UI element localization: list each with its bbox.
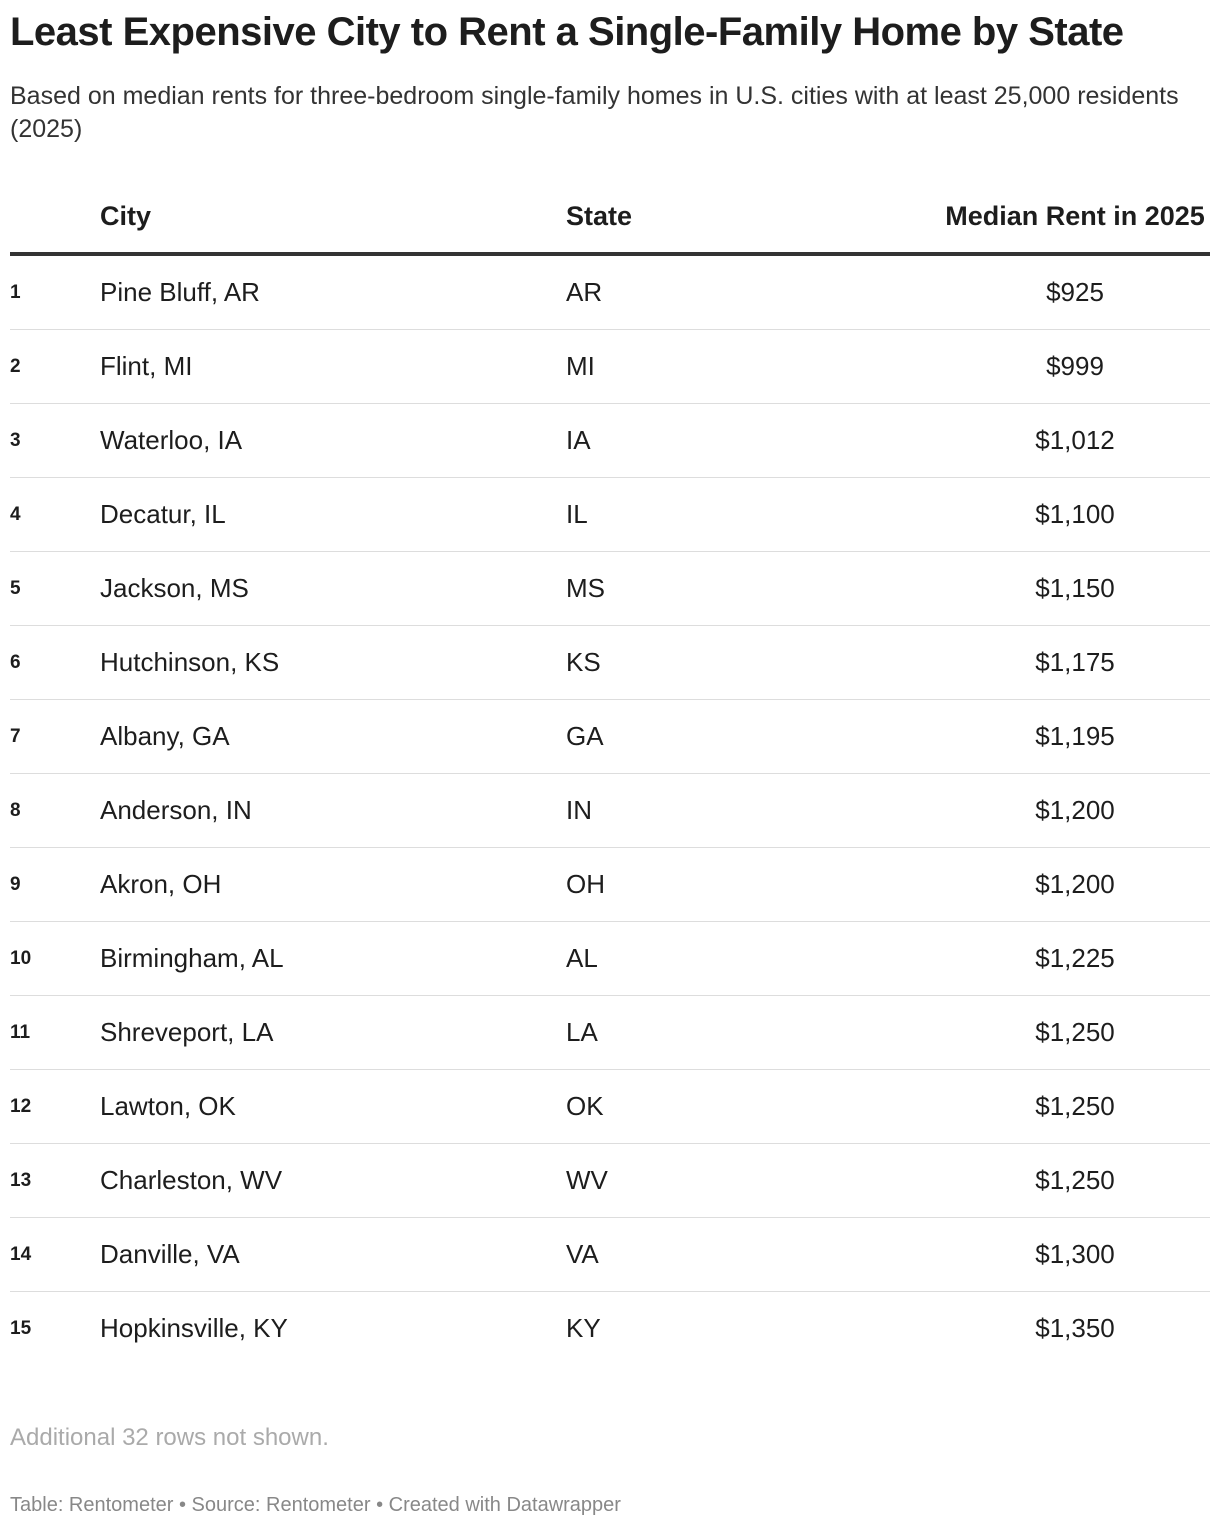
column-header: City xyxy=(100,198,566,256)
rent-cell: $1,150 xyxy=(940,551,1210,626)
rent-cell: $1,250 xyxy=(940,1069,1210,1144)
state-cell: WV xyxy=(566,1143,940,1218)
table-row: 10 Birmingham, AL AL $1,225 xyxy=(10,921,1210,996)
table-row: 2 Flint, MI MI $999 xyxy=(10,329,1210,404)
rank-cell: 9 xyxy=(10,847,100,922)
city-cell: Decatur, IL xyxy=(100,477,566,552)
city-cell: Lawton, OK xyxy=(100,1069,566,1144)
table-row: 3 Waterloo, IA IA $1,012 xyxy=(10,403,1210,478)
rent-cell: $1,300 xyxy=(940,1217,1210,1292)
table-row: 7 Albany, GA GA $1,195 xyxy=(10,699,1210,774)
city-cell: Anderson, IN xyxy=(100,773,566,848)
column-header: State xyxy=(566,198,940,256)
rank-cell: 8 xyxy=(10,773,100,848)
table-row: 12 Lawton, OK OK $1,250 xyxy=(10,1069,1210,1144)
table-row: 11 Shreveport, LA LA $1,250 xyxy=(10,995,1210,1070)
rank-cell: 7 xyxy=(10,699,100,774)
rank-cell: 12 xyxy=(10,1069,100,1144)
table-row: 1 Pine Bluff, AR AR $925 xyxy=(10,254,1210,330)
rows-note: Additional 32 rows not shown. xyxy=(10,1424,329,1451)
state-cell: IA xyxy=(566,403,940,478)
credits: Table: Rentometer • Source: Rentometer •… xyxy=(10,1494,621,1516)
state-cell: OK xyxy=(566,1069,940,1144)
city-cell: Pine Bluff, AR xyxy=(100,254,566,330)
rent-cell: $1,100 xyxy=(940,477,1210,552)
rent-cell: $1,012 xyxy=(940,403,1210,478)
rent-cell: $1,195 xyxy=(940,699,1210,774)
state-cell: IL xyxy=(566,477,940,552)
header-row: City State Median Rent in 2025 xyxy=(10,198,1210,256)
city-cell: Hutchinson, KS xyxy=(100,625,566,700)
table-row: 9 Akron, OH OH $1,200 xyxy=(10,847,1210,922)
table-header: City State Median Rent in 2025 xyxy=(10,198,1210,256)
table-row: 14 Danville, VA VA $1,300 xyxy=(10,1217,1210,1292)
rank-cell: 2 xyxy=(10,329,100,404)
rank-cell: 15 xyxy=(10,1317,32,1339)
state-cell: KY xyxy=(566,1313,601,1343)
city-cell: Flint, MI xyxy=(100,329,566,404)
rent-cell: $1,200 xyxy=(940,847,1210,922)
state-cell: AL xyxy=(566,921,940,996)
state-cell: MI xyxy=(566,329,940,404)
table-row: 13 Charleston, WV WV $1,250 xyxy=(10,1143,1210,1218)
city-cell: Albany, GA xyxy=(100,699,566,774)
table-row: 15 Hopkinsville, KY KY $1,350 xyxy=(10,1292,1210,1366)
rent-cell: $1,225 xyxy=(940,921,1210,996)
state-cell: AR xyxy=(566,254,940,330)
state-cell: VA xyxy=(566,1217,940,1292)
rank-cell: 4 xyxy=(10,477,100,552)
city-cell: Waterloo, IA xyxy=(100,403,566,478)
rent-table: City State Median Rent in 2025 1 Pine Blu… xyxy=(10,198,1210,1365)
table-row: 8 Anderson, IN IN $1,200 xyxy=(10,773,1210,848)
rent-cell: $1,350 xyxy=(1035,1313,1115,1343)
title: Least Expensive City to Rent a Single-Fa… xyxy=(10,10,1124,54)
city-cell: Charleston, WV xyxy=(100,1143,566,1218)
table-row: 6 Hutchinson, KS KS $1,175 xyxy=(10,625,1210,700)
subtitle: Based on median rents for three-bedroom … xyxy=(10,82,1179,143)
rank-cell: 11 xyxy=(10,995,100,1070)
rent-cell: $1,250 xyxy=(940,1143,1210,1218)
state-cell: MS xyxy=(566,551,940,626)
rank-header xyxy=(10,198,100,256)
column-header: Median Rent in 2025 xyxy=(940,198,1210,256)
rank-cell: 14 xyxy=(10,1217,100,1292)
state-cell: KS xyxy=(566,625,940,700)
city-cell: Shreveport, LA xyxy=(100,995,566,1070)
rank-cell: 1 xyxy=(10,254,100,330)
state-cell: OH xyxy=(566,847,940,922)
city-cell: Akron, OH xyxy=(100,847,566,922)
table-body: 1 Pine Bluff, AR AR $925 2 Flint, MI MI $999 3 Wa… xyxy=(10,254,1210,1365)
rank-cell: 5 xyxy=(10,551,100,626)
state-cell: GA xyxy=(566,699,940,774)
state-cell: IN xyxy=(566,773,940,848)
table-row: 5 Jackson, MS MS $1,150 xyxy=(10,551,1210,626)
rank-cell: 10 xyxy=(10,921,100,996)
table-row: 4 Decatur, IL IL $1,100 xyxy=(10,477,1210,552)
city-cell: Danville, VA xyxy=(100,1217,566,1292)
rank-cell: 6 xyxy=(10,625,100,700)
rank-cell: 3 xyxy=(10,403,100,478)
rank-cell: 13 xyxy=(10,1143,100,1218)
city-cell: Hopkinsville, KY xyxy=(100,1313,288,1343)
rent-cell: $1,200 xyxy=(940,773,1210,848)
rent-cell: $999 xyxy=(940,329,1210,404)
rent-cell: $1,175 xyxy=(940,625,1210,700)
rent-cell: $1,250 xyxy=(940,995,1210,1070)
city-cell: Birmingham, AL xyxy=(100,921,566,996)
state-cell: LA xyxy=(566,995,940,1070)
rent-cell: $925 xyxy=(940,254,1210,330)
city-cell: Jackson, MS xyxy=(100,551,566,626)
